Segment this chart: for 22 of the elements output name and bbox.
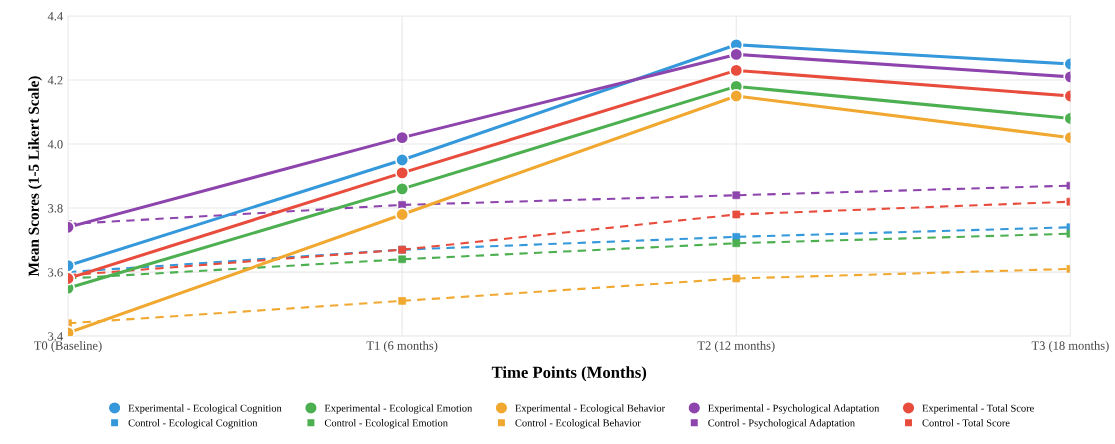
y-tick-label: 3.4 [48, 332, 63, 341]
legend-label: Experimental - Ecological Emotion [324, 404, 473, 414]
y-tick-label: 3.8 [48, 204, 63, 213]
legend-label: Experimental - Ecological Cognition [128, 404, 282, 414]
y-tick-label: 4.2 [47, 76, 63, 85]
x-axis-title: Time Points (Months) [491, 366, 647, 382]
legend-label: Control - Ecological Emotion [324, 419, 448, 429]
legend-label: Experimental - Psychological Adaptation [708, 404, 880, 414]
legend-label: Control - Ecological Behavior [515, 419, 641, 429]
x-tick-label: T3 (18 months) [1031, 340, 1109, 353]
legend-label: Experimental - Total Score [922, 404, 1034, 414]
y-tick-label: 4.4 [47, 12, 63, 21]
legend-label: Experimental - Ecological Behavior [515, 404, 665, 414]
x-tick-label: T1 (6 months) [366, 340, 438, 353]
legend-label: Control - Psychological Adaptation [708, 419, 855, 429]
y-axis-title: Mean Scores (1-5 Likert Scale) [28, 76, 42, 277]
x-tick-label: T0 (Baseline) [34, 340, 102, 353]
legend-label: Control - Ecological Cognition [128, 419, 258, 429]
y-tick-label: 4.0 [47, 140, 63, 149]
x-tick-label: T2 (12 months) [697, 340, 775, 353]
y-tick-label: 3.6 [48, 268, 63, 277]
legend-label: Control - Total Score [922, 419, 1010, 427]
